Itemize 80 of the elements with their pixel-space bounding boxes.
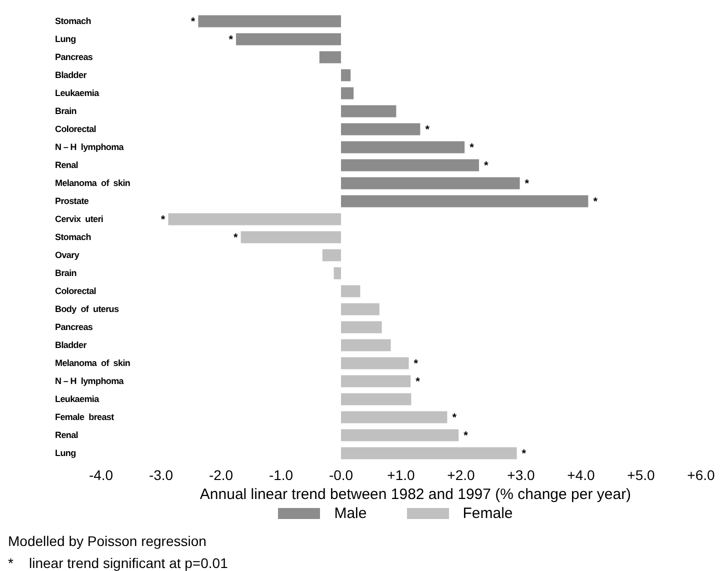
text: * linear trend significant at p=0.01 <box>8 554 229 571</box>
y-tick-label: Bladder <box>55 340 88 350</box>
bar <box>341 447 517 460</box>
y-tick-label: N – H lymphoma <box>55 376 125 386</box>
bar <box>341 123 420 136</box>
y-tick-label: Stomach <box>55 16 91 26</box>
y-tick-label: Brain <box>55 106 77 116</box>
y-tick-label: Leukaemia <box>55 88 100 98</box>
data-label: * <box>470 142 475 154</box>
data-label: * <box>524 178 530 190</box>
y-tick-label: Brain <box>55 268 77 278</box>
data-label: * <box>160 214 166 226</box>
y-tick-label: Leukaemia <box>55 394 100 404</box>
data-label: * <box>414 358 419 370</box>
data-label: * <box>234 232 239 244</box>
x-tick-label: -2.0 <box>208 466 234 483</box>
bar <box>341 303 380 316</box>
x-tick-label: -0.0 <box>328 466 354 483</box>
y-tick-label: N – H lymphoma <box>55 142 125 152</box>
y-tick-label: Melanoma of skin <box>55 358 130 368</box>
bar <box>341 87 354 100</box>
data-label: * <box>425 124 430 136</box>
x-tick-label: +3.0 <box>507 466 536 483</box>
data-label: * <box>522 448 527 460</box>
bar <box>341 375 411 388</box>
data-label: * <box>464 430 469 442</box>
data-label: * <box>228 34 234 46</box>
bar <box>322 249 341 262</box>
bar <box>341 339 391 352</box>
bar <box>341 411 448 424</box>
bar <box>341 69 351 82</box>
y-tick-label: Colorectal <box>55 286 96 296</box>
y-tick-label: Body of uterus <box>55 304 119 314</box>
bar <box>168 213 341 226</box>
x-axis-title: Annual linear trend between 1982 and 1997 (% change per year) <box>198 486 632 503</box>
bar <box>334 267 341 280</box>
y-tick-label: Pancreas <box>55 322 93 332</box>
x-tick-label: -3.0 <box>148 466 174 483</box>
bar <box>341 357 409 370</box>
y-tick-label: Renal <box>55 430 78 440</box>
bar <box>236 33 341 46</box>
y-tick-label: Pancreas <box>55 52 93 62</box>
bar <box>341 141 465 154</box>
data-label: * <box>452 412 458 424</box>
y-tick-label: Renal <box>55 160 78 170</box>
bar <box>319 51 341 64</box>
data-label: * <box>190 16 196 28</box>
bar <box>198 15 341 28</box>
legend-label: Female <box>462 505 513 522</box>
bar <box>341 195 588 208</box>
bar <box>341 429 459 442</box>
data-label: * <box>593 196 598 208</box>
data-label: * <box>416 376 421 388</box>
bar <box>341 285 360 298</box>
x-tick-label: +6.0 <box>687 466 716 483</box>
legend-label: Male <box>334 505 367 522</box>
y-tick-label: Colorectal <box>55 124 96 134</box>
x-tick-label: +4.0 <box>567 466 596 483</box>
y-tick-label: Stomach <box>55 232 91 242</box>
x-tick-label: -4.0 <box>88 466 114 483</box>
y-tick-label: Cervix uteri <box>55 214 104 224</box>
x-tick-label: -1.0 <box>268 466 294 483</box>
bar <box>341 321 382 334</box>
bar <box>341 177 520 190</box>
y-tick-label: Bladder <box>55 70 88 80</box>
bar <box>240 231 341 244</box>
y-tick-label: Melanoma of skin <box>55 178 130 188</box>
y-tick-label: Ovary <box>55 250 80 260</box>
x-tick-label: +5.0 <box>627 466 656 483</box>
bar <box>341 159 479 172</box>
text: Modelled by Poisson regression <box>8 532 208 551</box>
data-label: * <box>484 160 489 172</box>
y-tick-label: Lung <box>55 448 76 458</box>
y-tick-label: Prostate <box>55 196 89 206</box>
y-tick-label: Lung <box>55 34 76 44</box>
bar <box>341 393 412 406</box>
x-tick-label: +1.0 <box>387 466 416 483</box>
bar <box>341 105 396 118</box>
y-tick-label: Female breast <box>55 412 114 422</box>
x-tick-label: +2.0 <box>447 466 476 483</box>
